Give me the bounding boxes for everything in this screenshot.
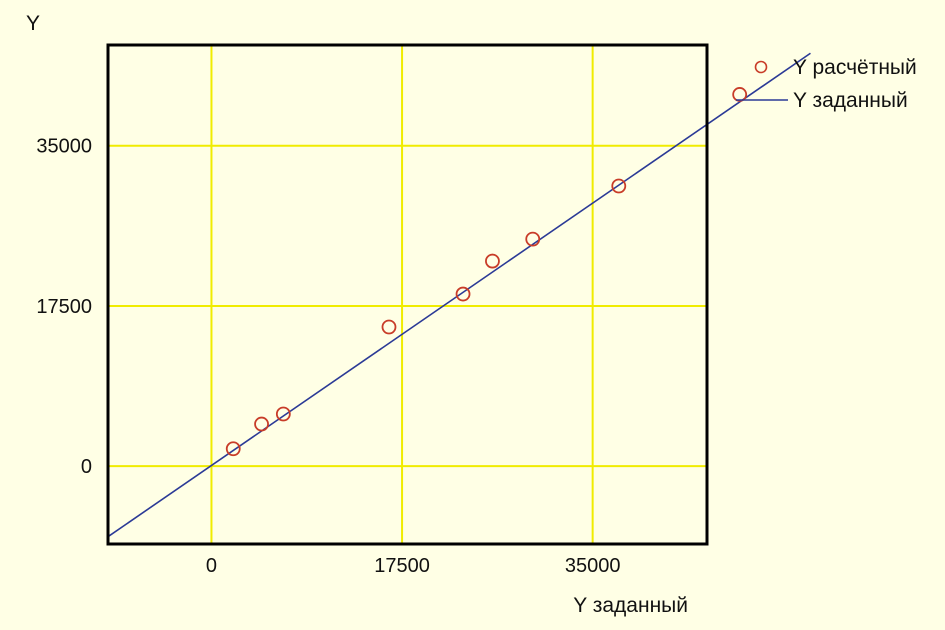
- legend: Y расчётный Y заданный: [736, 56, 917, 112]
- x-tick-labels: 0 17500 35000: [206, 555, 621, 577]
- legend-label-scatter: Y расчётный: [793, 56, 917, 79]
- series-line-y-zadannyi: [107, 52, 811, 538]
- y-tick-label: 0: [81, 456, 92, 478]
- legend-marker-scatter: [754, 60, 768, 74]
- data-point: [381, 319, 397, 335]
- x-axis-title: Y заданный: [573, 594, 688, 617]
- data-point: [225, 441, 241, 457]
- fit-line-layer: [107, 52, 811, 538]
- y-tick-label: 17500: [36, 296, 92, 318]
- y-tick-labels: 0 17500 35000: [36, 136, 92, 478]
- y-tick-label: 35000: [36, 136, 92, 158]
- x-tick-label: 35000: [565, 555, 621, 577]
- data-points-layer: [225, 87, 748, 457]
- plot-frame: [106, 43, 709, 546]
- x-tick-label: 17500: [374, 555, 430, 577]
- data-point: [254, 416, 269, 432]
- data-point: [455, 286, 471, 302]
- grid-lines: [108, 45, 707, 544]
- data-point: [732, 87, 748, 102]
- data-point: [485, 253, 500, 269]
- data-point: [525, 231, 541, 247]
- data-point: [275, 406, 291, 422]
- x-tick-label: 0: [206, 555, 217, 577]
- legend-label-line: Y заданный: [793, 89, 908, 112]
- y-axis-title: Y: [26, 12, 40, 35]
- data-point: [611, 178, 627, 194]
